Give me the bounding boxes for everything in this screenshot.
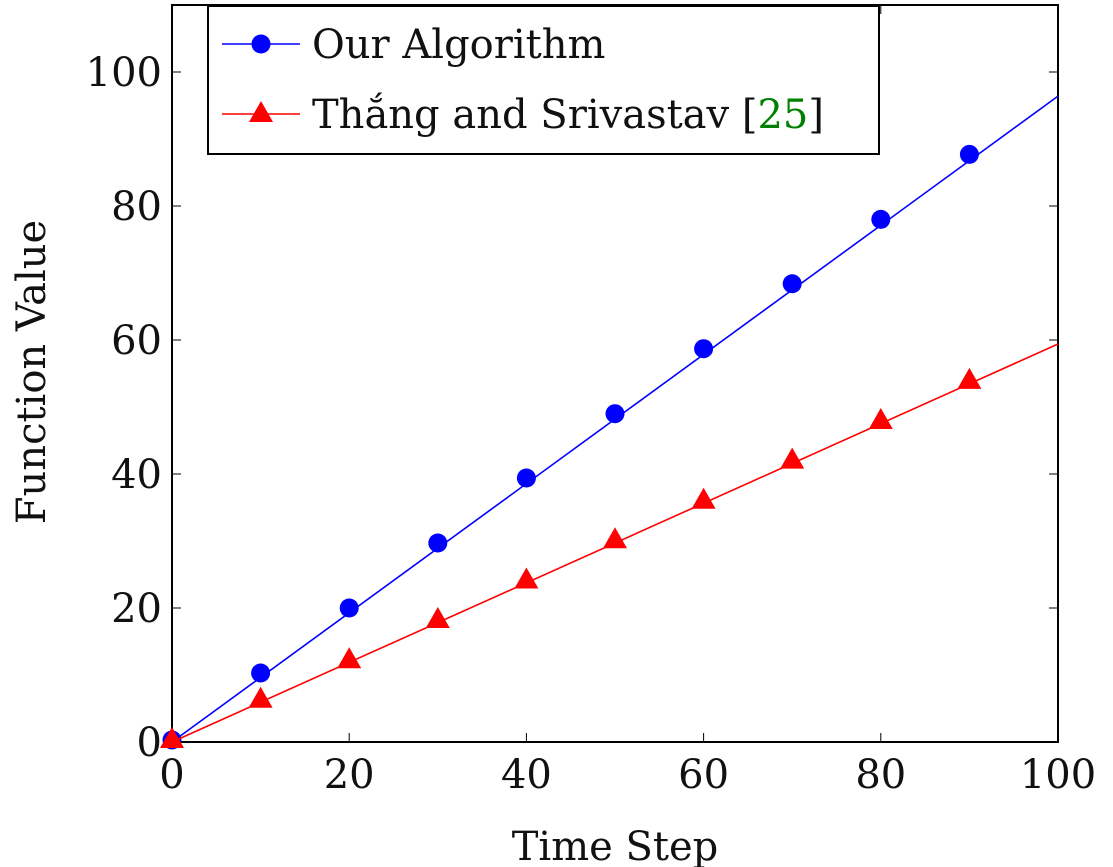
x-tick-label: 80 <box>855 752 906 798</box>
series-1 <box>162 95 1059 750</box>
legend: Our Algorithm Thắng and Srivastav [25] <box>207 5 880 155</box>
data-point <box>694 339 714 359</box>
x-axis-title: Time Step <box>512 824 719 867</box>
data-point <box>871 209 891 229</box>
data-point <box>514 567 539 589</box>
legend-label: Thắng and Srivastav [25] <box>312 92 824 138</box>
data-point <box>957 367 982 389</box>
y-tick-label: 40 <box>111 452 162 498</box>
x-tick-label: 60 <box>678 752 729 798</box>
data-point <box>516 468 536 488</box>
legend-label-text: Our Algorithm <box>312 22 605 68</box>
legend-marker <box>251 34 271 54</box>
data-point <box>603 527 627 549</box>
data-point <box>959 144 979 164</box>
data-point <box>691 487 716 509</box>
y-tick-label: 20 <box>111 586 162 632</box>
y-tick-label: 60 <box>111 318 162 364</box>
data-point <box>868 408 893 430</box>
citation-number: 25 <box>757 92 808 138</box>
x-tick-label: 40 <box>501 752 552 798</box>
data-point <box>337 647 362 669</box>
series-2 <box>160 343 1059 748</box>
y-tick-label: 80 <box>111 184 162 230</box>
data-point <box>248 686 273 708</box>
y-axis-title: Function Value <box>9 220 55 524</box>
data-point <box>160 726 184 748</box>
legend-marker <box>249 100 273 122</box>
y-tick-label: 100 <box>86 50 162 96</box>
data-point <box>425 607 450 629</box>
data-point <box>782 274 802 294</box>
data-point <box>780 447 805 469</box>
x-tick-label: 20 <box>324 752 375 798</box>
y-tick-label: 0 <box>137 720 162 766</box>
axis-ticks: 0 20 40 60 80 100 0 20 40 60 80 100 <box>86 5 1096 798</box>
x-tick-label: 100 <box>1020 752 1096 798</box>
data-point <box>251 663 271 683</box>
legend-label-text: Thắng and Srivastav <box>312 92 730 138</box>
data-point <box>605 404 625 424</box>
legend-box <box>207 5 880 155</box>
data-point <box>428 533 448 553</box>
citation-open-bracket: [ <box>729 92 757 138</box>
x-tick-label: 0 <box>159 752 184 798</box>
citation-close-bracket: ] <box>808 92 824 138</box>
legend-label: Our Algorithm <box>312 22 605 68</box>
series-layer <box>160 95 1059 750</box>
data-point <box>339 598 359 618</box>
